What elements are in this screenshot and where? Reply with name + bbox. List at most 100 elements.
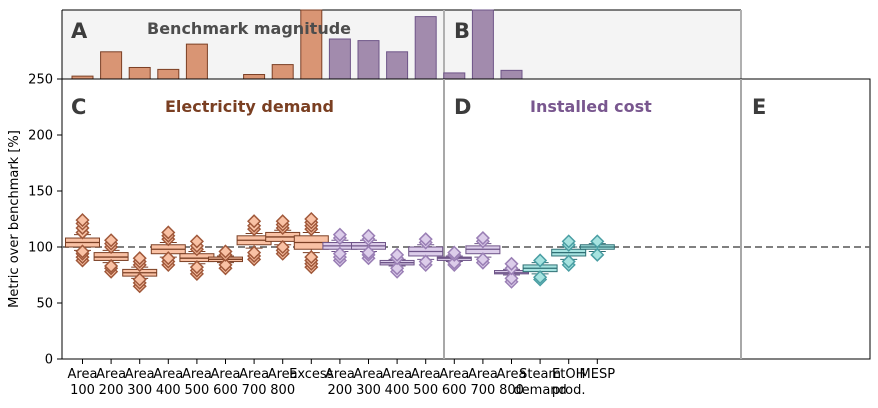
benchmark-bar-cost [386,51,409,80]
box-flier [75,244,90,259]
main-panel: 050100150200250Area100Area200Area300Area… [28,73,871,398]
y-tick-label: 100 [28,241,53,256]
x-tick-label: 700 [470,383,495,398]
x-tick-label: 600 [442,383,467,398]
benchmark-bar-electricity [100,51,123,80]
x-tick-label: Area [211,367,241,382]
box-flier [590,234,605,249]
panel-letter-d: D [454,95,471,119]
y-tick-label: 150 [28,185,53,200]
benchmark-bar-electricity [243,74,266,80]
box-flier [161,225,176,240]
benchmark-bar-electricity [185,43,208,80]
x-tick-label: Area [382,367,412,382]
box-flier [533,270,548,285]
x-tick-label: 300 [356,383,381,398]
x-tick-label: Area [497,367,527,382]
box-flier [247,245,262,260]
benchmark-bar-electricity [128,66,151,80]
box-flier [275,239,290,255]
box-flier [361,245,376,260]
box-flier [533,253,548,268]
x-tick-label: 400 [156,383,181,398]
x-tick-label: Area [68,367,98,382]
x-tick-label: prod. [552,383,586,398]
x-tick-label: Area [411,367,441,382]
box-flier [504,271,519,286]
x-tick-label: EtOH [552,367,585,382]
box-flier [590,247,605,262]
y-tick-label: 250 [28,73,53,88]
x-tick-label: Area [125,367,155,382]
box-flier [275,214,290,229]
x-tick-label: demand [513,383,566,398]
x-tick-label: 200 [327,383,352,398]
box-flier [475,230,490,246]
x-tick-label: 100 [70,383,95,398]
x-tick-label: 200 [99,383,124,398]
benchmark-bar-electricity [271,64,294,80]
x-tick-label: 400 [385,383,410,398]
x-tick-label: Area [268,367,298,382]
x-tick-label: Steam [519,367,561,382]
y-tick-label: 50 [36,297,53,312]
x-tick-label: Area [439,367,469,382]
benchmark-bar-cost [443,72,466,80]
x-tick-label: Area [239,367,269,382]
box-flier [561,234,576,249]
box-flier [75,213,90,228]
box-flier [304,211,319,227]
box-flier [104,258,119,274]
panel-labels: A Benchmark magnitude B C Electricity de… [71,19,766,119]
x-tick-label: MESP [580,367,616,382]
panel-letter-c: C [71,95,86,119]
benchmark-bar-cost [414,16,437,80]
benchmark-bar-cost [328,38,351,80]
box-flier [161,251,176,266]
box-flier [189,234,204,249]
plot-area-frame [61,78,871,360]
x-tick-label: Area [182,367,212,382]
panel-letter-e: E [752,95,766,119]
x-tick-label: 800 [499,383,524,398]
box-flier [390,247,405,262]
box-flier [561,254,576,269]
box-flier [132,251,147,266]
x-tick-label: 600 [213,383,238,398]
x-tick-label: 300 [127,383,152,398]
panel-title-d: Installed cost [530,97,652,116]
box-flier [218,257,233,272]
x-tick-label: Excess [289,367,334,382]
box-flier [332,246,347,261]
x-tick-label: Area [96,367,126,382]
box-flier [418,232,433,247]
x-tick-label: 700 [242,383,267,398]
panel-title-c: Electricity demand [165,97,334,116]
box-flier [418,254,433,269]
y-tick-label: 0 [45,353,53,368]
box-flier [132,272,147,287]
box-flier [447,255,462,270]
x-tick-label: Area [325,367,355,382]
y-axis-label: Metric over benchmark [%] [7,130,22,308]
x-tick-label: 500 [413,383,438,398]
benchmark-panel [61,9,742,80]
x-tick-label: 800 [270,383,295,398]
box-flier [475,252,490,267]
y-tick-label: 200 [28,129,53,144]
panel-letter-b: B [454,19,470,43]
benchmark-bar-cost [357,40,380,80]
panel-title-a: Benchmark magnitude [147,19,351,38]
panel-letter-a: A [71,19,88,43]
x-tick-label: 500 [184,383,209,398]
benchmark-bar-cost [471,9,494,80]
box-flier [447,245,462,260]
x-tick-label: Area [354,367,384,382]
x-tick-label: Area [468,367,498,382]
benchmark-bar-electricity [157,68,180,80]
box-flier [361,228,376,243]
box-flier [304,250,319,265]
box-flier [104,233,119,248]
box-flier [332,227,347,242]
